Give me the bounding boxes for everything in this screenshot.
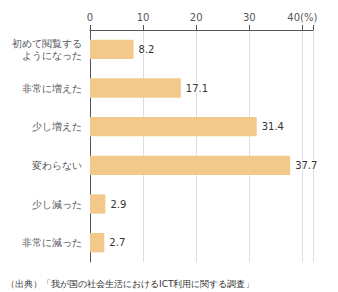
- svg-text:2.7: 2.7: [109, 237, 125, 248]
- svg-text:37.7: 37.7: [295, 160, 317, 171]
- svg-text:40(%): 40(%): [287, 12, 317, 23]
- svg-text:非常に減った: 非常に減った: [22, 237, 82, 248]
- svg-text:10: 10: [137, 12, 150, 23]
- svg-text:少し増えた: 少し増えた: [32, 121, 82, 132]
- svg-text:17.1: 17.1: [186, 83, 208, 94]
- svg-text:初めて閲覧する: 初めて閲覧する: [12, 38, 82, 49]
- svg-text:非常に増えた: 非常に増えた: [22, 83, 82, 94]
- svg-text:2.9: 2.9: [110, 199, 126, 210]
- svg-text:8.2: 8.2: [139, 44, 155, 55]
- svg-text:（出典）「我が国の社会生活におけるICT利用に関する調査」: （出典）「我が国の社会生活におけるICT利用に関する調査」: [6, 279, 254, 289]
- svg-text:20: 20: [190, 12, 203, 23]
- svg-text:30: 30: [243, 12, 256, 23]
- svg-text:ようになった: ようになった: [22, 50, 82, 61]
- svg-text:0: 0: [87, 12, 93, 23]
- svg-text:変わらない: 変わらない: [32, 160, 82, 171]
- svg-text:少し減った: 少し減った: [32, 199, 82, 210]
- svg-text:31.4: 31.4: [262, 121, 284, 132]
